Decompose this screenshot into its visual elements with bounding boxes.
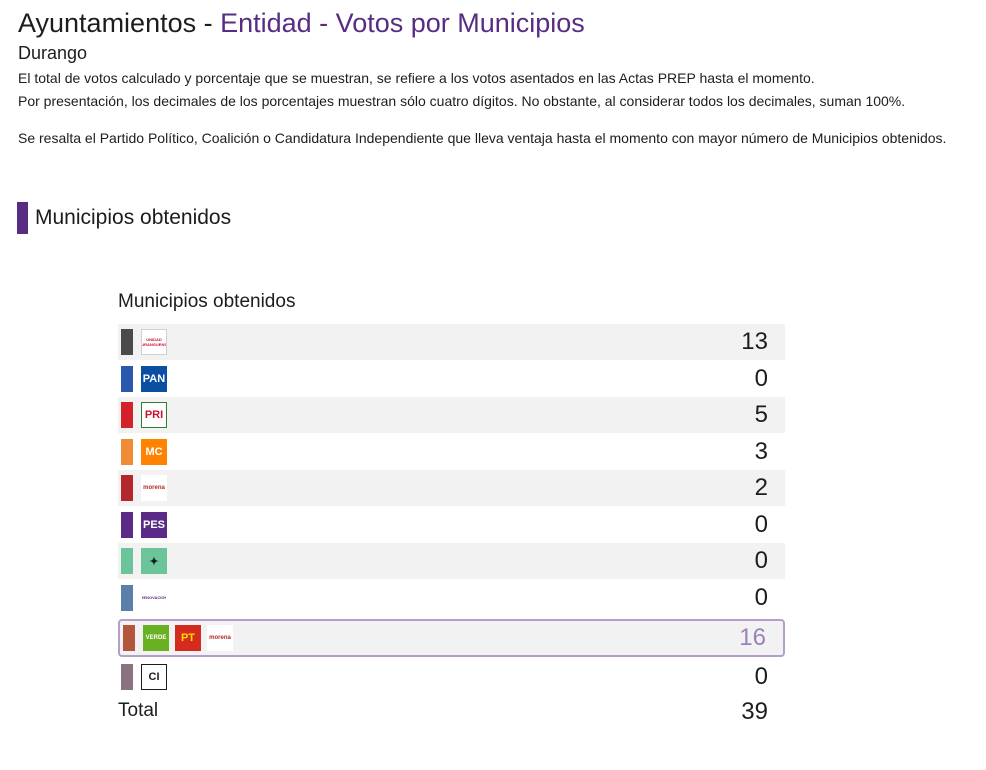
municipios-count: 0 (754, 662, 768, 690)
psi-logo-icon: ✦ (141, 548, 167, 574)
party-color-swatch (121, 438, 133, 465)
pes-logo-icon: PES (141, 511, 167, 538)
table-row: RENOVACIÓN 0 (118, 580, 785, 616)
page-subtitle: Durango (18, 43, 88, 63)
results-table: UNIDAD DURANGUENSE 13 PAN 0 PRI 5 MC 3 morena 2 PE… (118, 324, 785, 695)
pan-logo-icon: PAN (141, 365, 167, 392)
municipios-count: 0 (754, 583, 768, 611)
page-title-accent: Entidad - Votos por Municipios (220, 8, 585, 38)
table-row: PAN 0 (118, 361, 785, 397)
renovacion-logo-icon: RENOVACIÓN (141, 584, 167, 611)
municipios-count: 5 (754, 401, 768, 428)
municipios-count: 0 (754, 547, 768, 574)
party-color-swatch (121, 584, 133, 611)
municipios-count: 3 (754, 437, 768, 465)
ci-logo-icon: CI (141, 663, 167, 690)
info-line-2: Por presentación, los decimales de los p… (18, 93, 906, 109)
section-accent-bar (17, 202, 28, 234)
table-row: MC 3 (118, 434, 785, 470)
table-row: morena 2 (118, 470, 785, 506)
morena-logo-icon: morena (207, 624, 233, 651)
table-row: PRI 5 (118, 397, 785, 433)
party-color-swatch (121, 365, 133, 392)
municipios-count: 0 (754, 510, 768, 538)
total-label: Total (118, 700, 159, 721)
table-row: UNIDAD DURANGUENSE 13 (118, 324, 785, 360)
morena-logo-icon: morena (141, 475, 167, 501)
party-color-swatch (121, 548, 133, 574)
mc-logo-icon: MC (141, 438, 167, 465)
page-title: Ayuntamientos - Entidad - Votos por Muni… (18, 8, 585, 39)
table-row: PES 0 (118, 507, 785, 543)
total-value: 39 (741, 698, 768, 725)
party-color-swatch (121, 663, 133, 690)
municipios-count: 16 (739, 623, 766, 651)
verde-logo-icon: VERDE (143, 624, 169, 651)
table-row: ✦ 0 (118, 543, 785, 579)
municipios-count: 2 (754, 474, 768, 501)
info-line-3: Se resalta el Partido Político, Coalició… (18, 130, 947, 146)
municipios-count: 0 (754, 364, 768, 392)
party-color-swatch (123, 624, 135, 651)
municipios-count: 13 (741, 328, 768, 355)
party-color-swatch (121, 329, 133, 355)
card-title: Municipios obtenidos (118, 291, 296, 312)
table-row-leading: VERDE PT morena 16 (118, 618, 785, 657)
section-title: Municipios obtenidos (35, 206, 232, 229)
pt-logo-icon: PT (175, 624, 201, 651)
total-row: Total 39 (118, 698, 785, 725)
party-color-swatch (121, 511, 133, 538)
party-color-swatch (121, 475, 133, 501)
table-row: CI 0 (118, 659, 785, 695)
pri-logo-icon: PRI (141, 402, 167, 428)
party-color-swatch (121, 402, 133, 428)
page-title-main: Ayuntamientos - (18, 8, 221, 38)
unidad-logo-icon: UNIDAD DURANGUENSE (141, 329, 167, 355)
section-header: Municipios obtenidos (17, 202, 231, 234)
info-line-1: El total de votos calculado y porcentaje… (18, 70, 815, 86)
